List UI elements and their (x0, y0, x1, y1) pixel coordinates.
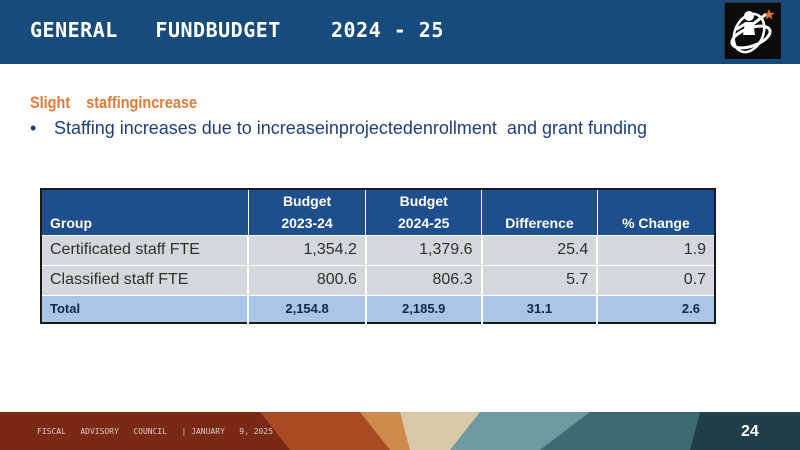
bullet-item: • Staffing increases due to increaseinpro… (30, 118, 647, 139)
total-difference: 31.1 (481, 294, 599, 323)
footer-decoration (0, 412, 800, 450)
bullet-symbol: • (30, 118, 37, 138)
figure-with-star-logo-icon (724, 2, 781, 59)
table-row: Classified staff FTE 800.6 806.3 5.7 0.7 (41, 264, 715, 295)
footer-text: FISCAL ADVISORY COUNCIL | JANUARY 9, 202… (37, 427, 274, 436)
header-difference: Difference (481, 189, 598, 235)
header-budget-2023-24: Budget 2023-24 (248, 189, 367, 235)
total-budget-a: 2,154.8 (248, 294, 367, 323)
subhead: Slight staffingincrease (30, 93, 198, 112)
table-header-row: Group Budget 2023-24 Budget 2024-25 Differ… (41, 189, 715, 235)
budget-table: Group Budget 2023-24 Budget 2024-25 Differ… (40, 188, 716, 324)
cell-budget-a: 1,354.2 (248, 234, 367, 265)
cell-budget-a: 800.6 (248, 264, 367, 295)
header-budget-2024-25: Budget 2024-25 (365, 189, 483, 235)
table-row: Certificated staff FTE 1,354.2 1,379.6 2… (41, 234, 715, 265)
total-budget-b: 2,185.9 (365, 294, 483, 323)
cell-budget-b: 806.3 (365, 264, 483, 295)
cell-pct-change: 0.7 (597, 264, 715, 295)
footer-band (0, 412, 800, 450)
bullet-text: Staffing increases due to increaseinproj… (54, 118, 648, 138)
cell-difference: 25.4 (481, 234, 599, 265)
total-label: Total (41, 294, 250, 323)
cell-budget-b: 1,379.6 (365, 234, 483, 265)
header-pct-change: % Change (597, 189, 715, 235)
cell-difference: 5.7 (481, 264, 599, 295)
header-bar: GENERAL FUNDBUDGET 2024 - 25 (0, 0, 800, 64)
cell-pct-change: 1.9 (597, 234, 715, 265)
slide-title: GENERAL FUNDBUDGET 2024 - 25 (30, 18, 444, 42)
cell-group: Certificated staff FTE (41, 234, 250, 265)
page-number: 24 (741, 423, 759, 440)
total-pct-change: 2.6 (597, 294, 715, 323)
header-group: Group (41, 189, 249, 235)
cell-group: Classified staff FTE (41, 264, 250, 295)
table-total-row: Total 2,154.8 2,185.9 31.1 2.6 (41, 294, 715, 323)
